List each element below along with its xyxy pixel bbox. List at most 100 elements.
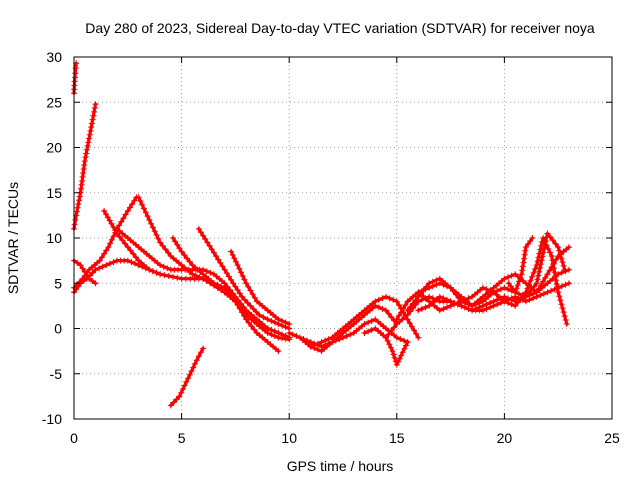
data-point — [512, 298, 519, 305]
data-point — [562, 281, 569, 288]
data-point — [81, 268, 88, 275]
data-point — [229, 252, 236, 258]
data-point — [537, 292, 544, 299]
data-point — [483, 286, 490, 293]
data-point — [556, 293, 563, 300]
data-point — [275, 330, 282, 336]
data-point — [124, 207, 131, 214]
data-point — [549, 257, 556, 264]
data-point — [132, 260, 138, 267]
data-point — [563, 321, 570, 327]
data-point — [397, 336, 404, 343]
data-point — [92, 266, 99, 273]
data-point — [228, 276, 235, 283]
data-point — [519, 295, 526, 302]
series-s1 — [71, 101, 99, 232]
data-point — [83, 272, 90, 279]
data-point — [420, 287, 427, 293]
data-point — [86, 131, 93, 138]
data-point — [108, 236, 115, 243]
data-point — [314, 340, 321, 347]
data-point — [89, 278, 96, 284]
data-point — [400, 305, 407, 312]
data-point — [365, 328, 372, 335]
data-point — [207, 269, 214, 276]
data-point — [534, 258, 541, 265]
data-point — [96, 265, 103, 272]
data-point — [314, 346, 321, 353]
data-point — [186, 258, 193, 265]
data-point — [256, 311, 263, 318]
data-point — [411, 327, 417, 334]
data-point — [244, 299, 251, 306]
data-point — [286, 321, 293, 327]
data-point — [531, 283, 537, 290]
data-point — [282, 333, 289, 339]
data-point — [268, 327, 275, 333]
data-point — [404, 307, 411, 314]
data-point — [368, 318, 375, 324]
data-point — [243, 280, 250, 287]
y-tick-label: 15 — [46, 185, 62, 201]
data-point — [124, 244, 131, 251]
data-point — [518, 271, 525, 278]
x-tick-label: 25 — [604, 430, 620, 446]
data-point — [275, 348, 282, 355]
data-point — [343, 333, 350, 339]
data-point — [522, 293, 529, 300]
data-point — [555, 244, 562, 251]
data-point — [553, 281, 560, 288]
data-point — [137, 198, 144, 204]
data-point — [426, 280, 433, 287]
data-point — [393, 316, 400, 323]
data-point — [191, 360, 198, 367]
data-point — [198, 229, 204, 236]
data-point — [103, 211, 109, 218]
data-point — [77, 262, 84, 269]
data-point — [519, 267, 526, 274]
data-point — [318, 339, 325, 346]
data-point — [190, 364, 197, 371]
data-point — [76, 193, 83, 200]
data-point — [231, 255, 238, 262]
data-point — [325, 336, 332, 343]
data-point — [260, 314, 267, 321]
data-point — [223, 270, 230, 277]
data-point — [239, 273, 246, 279]
data-point — [234, 262, 241, 269]
data-point — [174, 274, 181, 281]
data-point — [176, 245, 183, 252]
data-point — [96, 257, 103, 264]
data-point — [105, 244, 112, 251]
data-point — [157, 262, 164, 269]
data-point — [542, 238, 549, 245]
data-point — [415, 307, 422, 314]
data-point — [181, 252, 188, 258]
data-point — [393, 334, 400, 341]
y-axis-label: SDTVAR / TECUs — [5, 182, 21, 294]
data-point — [200, 232, 207, 239]
series-line — [287, 317, 410, 349]
data-point — [127, 204, 133, 211]
data-point — [73, 208, 80, 215]
data-point — [552, 240, 559, 247]
data-point — [413, 330, 420, 337]
data-point — [544, 230, 551, 237]
data-point — [388, 314, 395, 321]
data-point — [512, 289, 519, 296]
data-point — [547, 233, 554, 240]
data-point — [122, 240, 129, 247]
data-point — [167, 402, 174, 409]
data-point — [557, 297, 564, 304]
data-point — [501, 275, 508, 282]
data-point — [423, 283, 430, 290]
data-point — [264, 316, 271, 323]
data-point — [404, 339, 411, 346]
data-point — [160, 263, 167, 270]
data-point — [561, 313, 568, 320]
data-point — [181, 382, 188, 389]
data-point — [398, 309, 405, 316]
data-point — [558, 255, 565, 262]
data-point — [390, 296, 397, 303]
chart-title: Day 280 of 2023, Sidereal Day-to-day VTE… — [85, 20, 595, 36]
